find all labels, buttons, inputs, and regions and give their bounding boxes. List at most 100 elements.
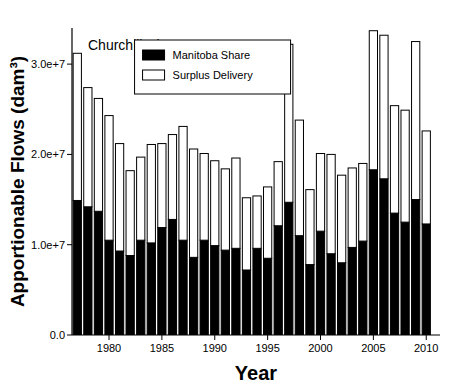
bar	[73, 53, 81, 200]
bar	[359, 241, 367, 335]
bar	[73, 200, 81, 335]
bar	[200, 154, 208, 241]
bar	[295, 120, 303, 236]
x-tick-label: 1990	[203, 342, 227, 354]
bars	[73, 31, 430, 335]
y-tick-label: 3.0e+7	[31, 58, 65, 70]
bar	[147, 243, 155, 335]
bar	[274, 162, 282, 226]
bar	[105, 240, 113, 335]
bar	[115, 251, 123, 335]
bar	[369, 31, 377, 170]
bar	[253, 248, 261, 335]
x-tick-label: 2000	[308, 342, 332, 354]
legend-swatch	[143, 70, 165, 80]
y-tick	[67, 335, 72, 336]
x-tick-label: 1980	[97, 342, 121, 354]
x-axis	[72, 334, 440, 335]
bar	[295, 236, 303, 335]
bar	[359, 163, 367, 241]
legend-label: Surplus Delivery	[173, 69, 254, 81]
bar	[253, 196, 261, 248]
bar	[189, 257, 197, 335]
bar	[242, 270, 250, 335]
bar	[211, 161, 219, 246]
bar	[147, 144, 155, 242]
bar	[422, 131, 430, 224]
y-tick	[67, 154, 72, 155]
x-tick	[320, 335, 321, 340]
bar	[126, 256, 134, 335]
bar	[264, 187, 272, 258]
bar	[338, 175, 346, 263]
x-axis-label: Year	[235, 362, 277, 384]
bar	[158, 144, 166, 228]
bar	[84, 88, 92, 207]
y-tick	[67, 244, 72, 245]
y-axis-label: Apportionable Flows (dam³)	[7, 56, 28, 307]
bar	[412, 42, 420, 200]
x-tick-label: 2010	[414, 342, 438, 354]
bar	[348, 247, 356, 335]
x-tick-label: 1995	[255, 342, 279, 354]
bar	[380, 179, 388, 335]
bar	[306, 265, 314, 335]
bar	[137, 240, 145, 335]
bar	[137, 157, 145, 240]
bar	[422, 224, 430, 335]
x-tick	[373, 335, 374, 340]
bar	[168, 219, 176, 335]
bar	[348, 168, 356, 247]
x-tick	[109, 335, 110, 340]
bar	[401, 110, 409, 222]
bar	[390, 106, 398, 213]
y-axis	[71, 28, 72, 335]
y-tick-label: 2.0e+7	[31, 148, 65, 160]
bar	[327, 254, 335, 335]
bar	[158, 228, 166, 335]
legend-box	[135, 40, 291, 94]
bar	[94, 211, 102, 335]
x-tick-label: 1985	[150, 342, 174, 354]
bar	[200, 240, 208, 335]
legend-label: Manitoba Share	[173, 49, 251, 61]
bar	[327, 154, 335, 253]
x-tick	[161, 335, 162, 340]
bar	[168, 135, 176, 220]
x-tick-label: 2005	[361, 342, 385, 354]
bar	[380, 35, 388, 179]
chart: 0.0 1.0e+7 2.0e+7 3.0e+7 1980 1985 1990 1995 200…	[0, 0, 472, 391]
bar	[232, 248, 240, 335]
bar	[126, 171, 134, 256]
bar	[369, 170, 377, 335]
legend: Manitoba Share Surplus Delivery	[135, 40, 291, 94]
bar	[274, 226, 282, 335]
bar	[221, 169, 229, 250]
y-tick	[67, 64, 72, 65]
bar	[316, 154, 324, 232]
bar	[105, 116, 113, 241]
bar	[179, 126, 187, 240]
x-tick	[426, 335, 427, 340]
bar	[115, 144, 123, 251]
bar	[179, 240, 187, 335]
bar	[242, 198, 250, 270]
bar	[285, 202, 293, 335]
bar	[338, 263, 346, 335]
bar	[401, 222, 409, 335]
bar	[211, 246, 219, 335]
y-tick-label: 1.0e+7	[31, 239, 65, 251]
bar	[316, 231, 324, 335]
bar	[94, 98, 102, 211]
bar	[306, 190, 314, 265]
bar	[221, 250, 229, 335]
bar	[390, 213, 398, 335]
bar	[412, 200, 420, 335]
x-tick	[214, 335, 215, 340]
legend-swatch	[143, 50, 165, 60]
bar	[264, 258, 272, 335]
x-tick	[267, 335, 268, 340]
bar	[189, 149, 197, 257]
y-tick-label: 0.0	[50, 329, 65, 341]
bar	[232, 158, 240, 248]
